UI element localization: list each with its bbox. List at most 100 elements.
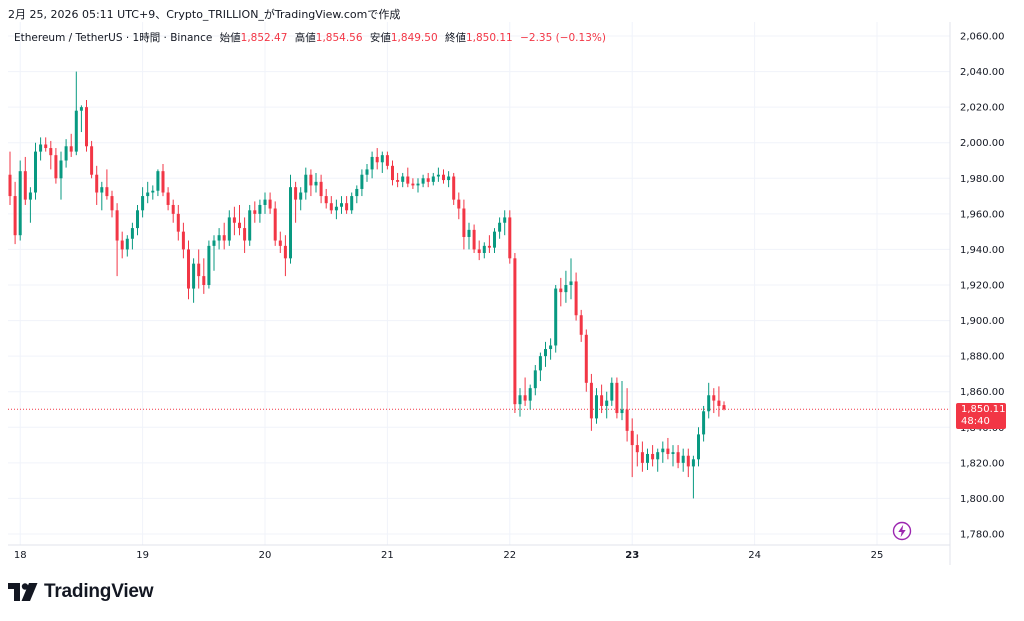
candle[interactable]	[411, 178, 415, 189]
candle[interactable]	[661, 441, 665, 463]
candle[interactable]	[304, 167, 308, 200]
candle[interactable]	[268, 192, 272, 214]
candle[interactable]	[289, 174, 292, 264]
candle[interactable]	[406, 167, 410, 188]
candle[interactable]	[457, 192, 461, 220]
candle[interactable]	[151, 185, 155, 200]
candle[interactable]	[579, 309, 583, 342]
candle[interactable]	[141, 187, 145, 218]
candle[interactable]	[340, 196, 343, 214]
candle[interactable]	[309, 169, 313, 197]
candle[interactable]	[355, 185, 359, 204]
candle[interactable]	[28, 187, 32, 223]
candle[interactable]	[181, 222, 185, 259]
candle[interactable]	[95, 165, 99, 205]
candle[interactable]	[584, 329, 588, 392]
candle[interactable]	[487, 235, 491, 253]
candle[interactable]	[18, 160, 22, 241]
candle[interactable]	[691, 455, 695, 499]
candle[interactable]	[431, 172, 435, 186]
candle[interactable]	[391, 160, 394, 186]
candle[interactable]	[503, 210, 507, 236]
candle[interactable]	[401, 172, 405, 188]
candle[interactable]	[615, 377, 619, 419]
candle[interactable]	[396, 172, 400, 188]
lightning-bolt-icon[interactable]	[892, 521, 912, 541]
candle[interactable]	[238, 204, 241, 236]
candle[interactable]	[105, 169, 109, 200]
candle[interactable]	[115, 203, 119, 277]
candle[interactable]	[360, 169, 364, 197]
candle[interactable]	[90, 140, 94, 179]
candle[interactable]	[676, 445, 680, 469]
candle[interactable]	[722, 401, 726, 411]
candle[interactable]	[79, 105, 83, 133]
candle[interactable]	[686, 448, 690, 478]
candle[interactable]	[605, 391, 609, 419]
candle[interactable]	[426, 172, 430, 188]
candle[interactable]	[253, 201, 257, 223]
candle[interactable]	[385, 151, 389, 170]
candle[interactable]	[299, 187, 303, 211]
candle[interactable]	[202, 258, 206, 294]
candle[interactable]	[120, 231, 124, 259]
candle[interactable]	[294, 181, 298, 223]
candle[interactable]	[212, 235, 216, 271]
candle[interactable]	[100, 181, 104, 211]
candle[interactable]	[610, 377, 614, 406]
symbol-name[interactable]: Ethereum / TetherUS · 1時間 · Binance	[14, 32, 213, 44]
candle[interactable]	[59, 151, 63, 200]
candle[interactable]	[314, 172, 318, 193]
candle[interactable]	[370, 151, 374, 179]
candle[interactable]	[273, 201, 277, 246]
candle[interactable]	[319, 174, 323, 204]
candle[interactable]	[493, 228, 496, 253]
candle[interactable]	[482, 242, 486, 259]
candle[interactable]	[538, 352, 542, 382]
candle[interactable]	[345, 196, 349, 214]
candle[interactable]	[176, 204, 180, 241]
candle[interactable]	[472, 224, 476, 253]
candle[interactable]	[640, 441, 644, 472]
candle[interactable]	[523, 377, 527, 406]
candle[interactable]	[54, 148, 58, 184]
candle[interactable]	[589, 373, 593, 431]
candle[interactable]	[625, 388, 629, 442]
candle[interactable]	[574, 272, 578, 321]
candle[interactable]	[125, 235, 129, 257]
candle[interactable]	[651, 445, 655, 467]
candle[interactable]	[508, 210, 512, 264]
candle[interactable]	[85, 100, 88, 152]
candle[interactable]	[528, 384, 532, 410]
candle[interactable]	[462, 199, 466, 250]
candle[interactable]	[34, 142, 37, 200]
candle[interactable]	[416, 178, 420, 193]
candle[interactable]	[207, 240, 211, 289]
candle[interactable]	[452, 172, 456, 205]
candle[interactable]	[227, 210, 231, 246]
candle[interactable]	[197, 249, 201, 289]
candle[interactable]	[513, 252, 517, 414]
candle[interactable]	[498, 217, 502, 239]
candle[interactable]	[49, 140, 53, 170]
price-axis[interactable]: 2,060.00 2,040.00 2,020.00 2,000.00 1,980.00…	[960, 32, 1005, 541]
candle[interactable]	[447, 171, 451, 188]
candle[interactable]	[324, 188, 328, 209]
candle[interactable]	[707, 382, 711, 419]
candle[interactable]	[243, 217, 247, 253]
candle[interactable]	[13, 181, 17, 245]
candle[interactable]	[666, 437, 670, 460]
candle[interactable]	[192, 258, 196, 303]
candle[interactable]	[442, 169, 445, 184]
candle[interactable]	[467, 222, 471, 250]
candle[interactable]	[595, 388, 598, 424]
candle[interactable]	[702, 405, 706, 442]
candle[interactable]	[334, 199, 338, 220]
candle[interactable]	[222, 222, 226, 250]
candle[interactable]	[421, 174, 425, 188]
candle[interactable]	[263, 192, 267, 214]
candle[interactable]	[365, 164, 369, 182]
candle[interactable]	[533, 365, 537, 396]
candle[interactable]	[329, 196, 333, 214]
